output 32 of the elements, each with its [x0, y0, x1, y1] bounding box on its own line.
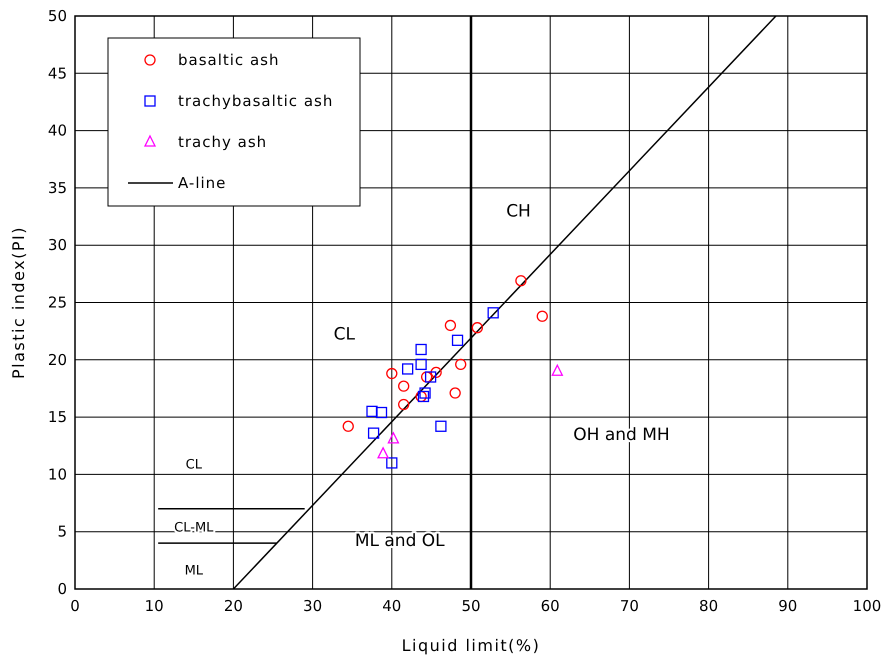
x-tick-label: 30 [303, 597, 322, 615]
y-tick-label: 0 [57, 580, 67, 598]
y-tick-label: 25 [48, 294, 67, 312]
legend-label: trachy ash [178, 133, 268, 151]
y-tick-label: 40 [48, 122, 67, 140]
y-tick-label: 30 [48, 236, 67, 254]
x-tick-label: 80 [699, 597, 718, 615]
legend-label: basaltic ash [178, 51, 280, 69]
legend-label: trachybasaltic ash [178, 92, 334, 110]
y-tick-label: 45 [48, 64, 67, 82]
y-axis-title: Plastic index(PI) [9, 226, 28, 379]
annotation: CL [334, 324, 356, 345]
x-tick-label: 0 [70, 597, 80, 615]
y-tick-label: 5 [57, 522, 67, 541]
x-tick-label: 60 [540, 597, 560, 615]
y-tick-label: 50 [48, 7, 67, 25]
annotation: CH [506, 202, 531, 222]
y-tick-label: 15 [48, 408, 67, 426]
x-tick-label: 40 [382, 597, 402, 615]
x-axis-title: Liquid limit(%) [402, 636, 540, 655]
x-tick-label: 70 [620, 597, 639, 615]
annotation: CL [186, 458, 203, 473]
y-tick-label: 10 [48, 465, 67, 484]
x-tick-label: 100 [852, 597, 882, 615]
legend-label: A-line [178, 174, 226, 192]
x-tick-label: 20 [224, 597, 243, 615]
x-tick-label: 90 [778, 597, 798, 615]
x-tick-label: 50 [461, 597, 481, 615]
y-tick-label: 20 [48, 350, 67, 369]
x-tick-label: 10 [144, 597, 164, 615]
y-tick-label: 35 [48, 178, 67, 197]
annotation: ML [184, 564, 204, 579]
